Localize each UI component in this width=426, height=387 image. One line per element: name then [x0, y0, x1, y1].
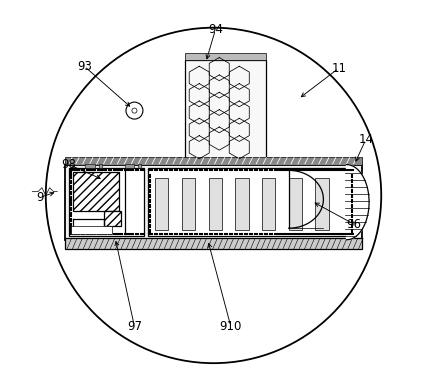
Text: 9: 9 — [36, 191, 43, 204]
Bar — [124, 164, 134, 168]
Bar — [104, 211, 121, 226]
Bar — [235, 178, 248, 230]
Bar — [138, 164, 141, 168]
Bar — [72, 172, 119, 211]
Bar — [184, 53, 265, 60]
Text: 98: 98 — [61, 158, 76, 171]
Text: 910: 910 — [219, 320, 242, 333]
Polygon shape — [346, 164, 368, 240]
Text: 11: 11 — [331, 62, 345, 75]
Text: 94: 94 — [207, 23, 222, 36]
Bar — [208, 178, 222, 230]
Bar — [69, 168, 144, 236]
Text: 97: 97 — [127, 320, 141, 333]
Bar — [71, 226, 112, 234]
Bar — [184, 60, 265, 161]
Text: 93: 93 — [77, 60, 92, 73]
Bar — [147, 168, 354, 236]
Bar — [65, 164, 361, 240]
Bar — [99, 164, 102, 168]
Bar — [65, 157, 361, 164]
Bar — [155, 178, 168, 230]
Bar — [315, 178, 328, 230]
Bar — [85, 164, 95, 168]
Text: 14: 14 — [357, 133, 372, 146]
Text: 96: 96 — [346, 218, 361, 231]
Bar — [261, 178, 275, 230]
Bar — [65, 238, 361, 249]
Bar — [288, 178, 301, 230]
Bar — [181, 178, 195, 230]
